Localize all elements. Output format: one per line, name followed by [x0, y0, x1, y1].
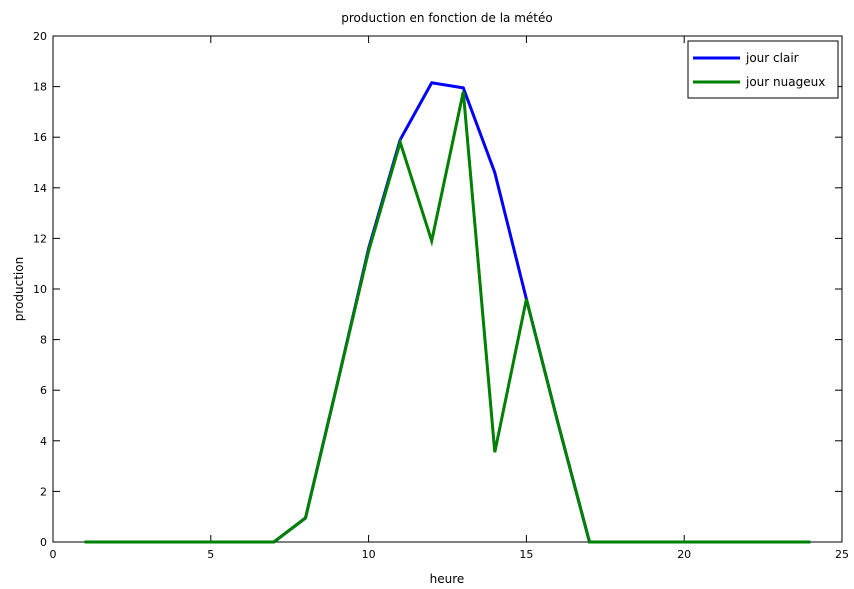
legend-label-jour-clair: jour clair	[745, 51, 799, 65]
x-axis-label: heure	[430, 572, 465, 586]
series-line-jour-nuageux	[84, 91, 811, 544]
series-lines	[84, 81, 811, 544]
legend: jour clair jour nuageux	[687, 40, 839, 99]
y-tick-label: 6	[40, 384, 47, 397]
x-tick-label: 15	[519, 548, 533, 561]
y-tick-label: 8	[40, 334, 47, 347]
x-tick-label: 10	[362, 548, 376, 561]
legend-box	[687, 40, 839, 99]
y-tick-label: 0	[40, 536, 47, 549]
y-axis-label: production	[12, 257, 26, 321]
y-tick-label: 16	[33, 131, 47, 144]
legend-label-jour-nuageux: jour nuageux	[745, 75, 825, 89]
y-tick-label: 4	[40, 435, 47, 448]
y-tick-label: 10	[33, 283, 47, 296]
y-tick-label: 12	[33, 232, 47, 245]
y-tick-label: 14	[33, 182, 47, 195]
x-tick-label: 20	[677, 548, 691, 561]
x-tick-label: 25	[835, 548, 849, 561]
y-tick-label: 18	[33, 81, 47, 94]
x-tick-label: 0	[50, 548, 57, 561]
chart-title: production en fonction de la météo	[341, 11, 552, 25]
axis-ticks: 0 5 10 15 20 25 0 2 4 6 8 10 12 14 16 18 20	[33, 30, 849, 561]
plot-area	[52, 35, 843, 543]
x-tick-label: 5	[207, 548, 214, 561]
y-tick-label: 20	[33, 30, 47, 43]
y-tick-label: 2	[40, 485, 47, 498]
